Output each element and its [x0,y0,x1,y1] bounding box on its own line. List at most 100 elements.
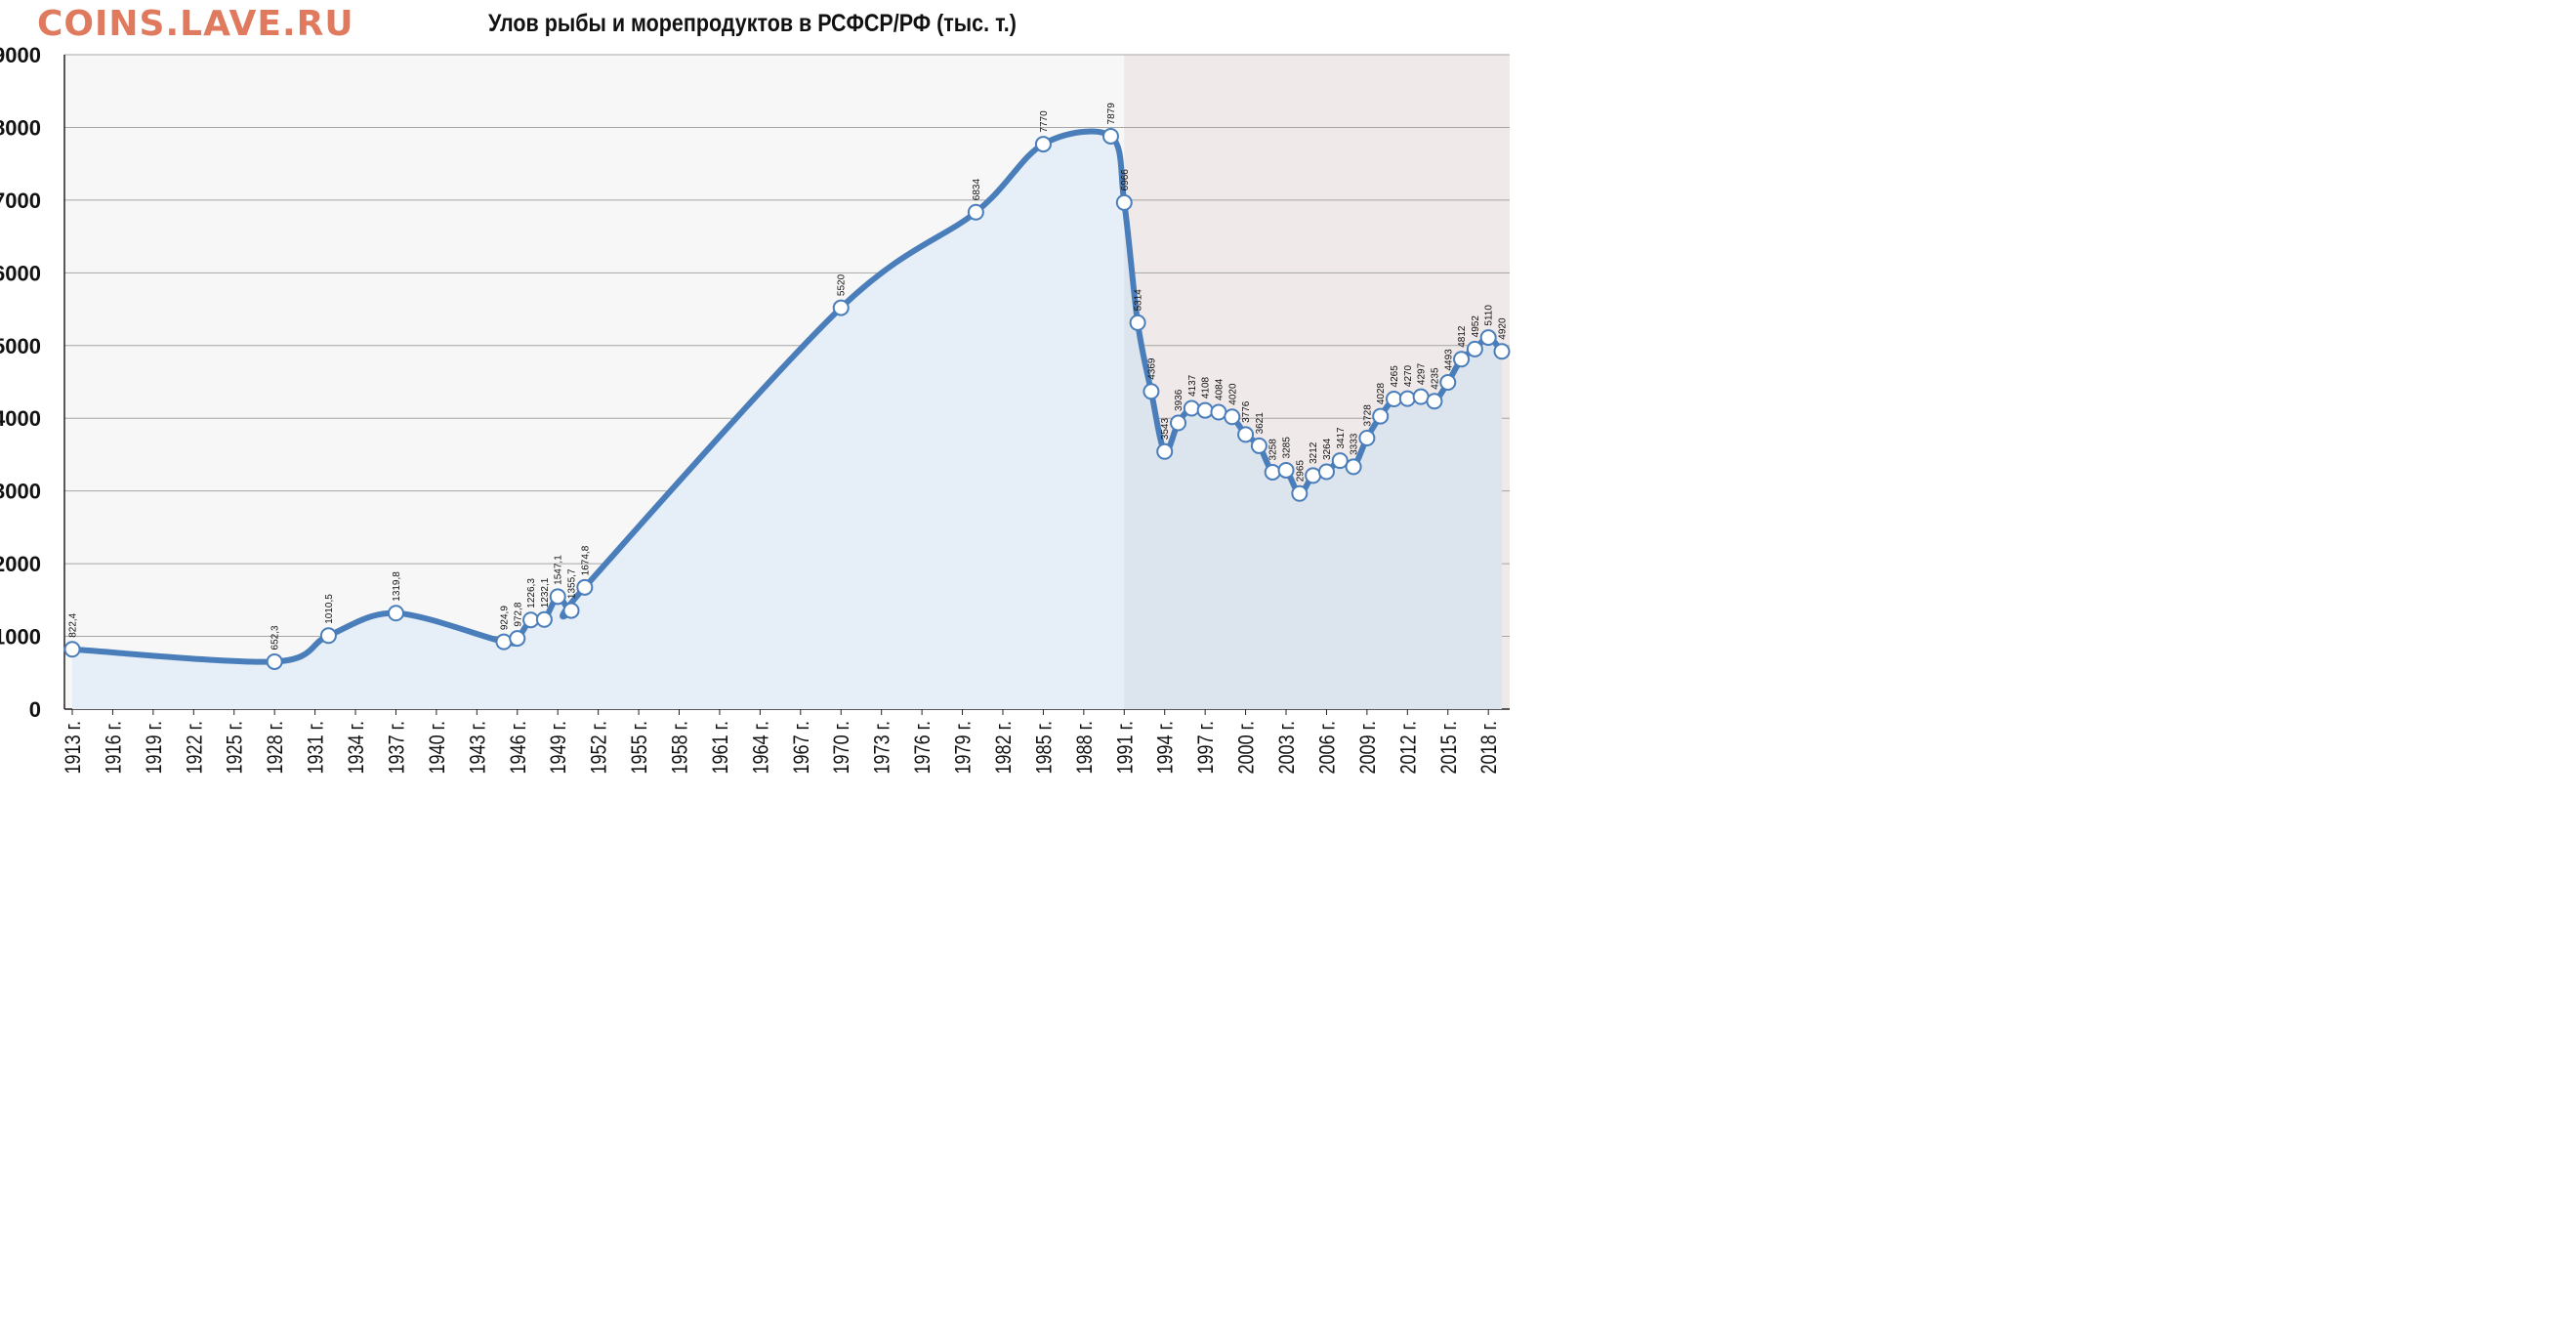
data-label: 6966 [1120,169,1131,191]
data-point [319,627,337,645]
brand-watermark: COINS.LAVE.RU [37,4,354,44]
data-label: 2965 [1295,460,1306,483]
x-tick-label: 1919 г. [143,721,166,775]
data-label: 3728 [1362,404,1373,427]
data-point [1156,442,1174,460]
x-tick-label: 1925 г. [224,721,247,775]
area-fill-shaded [1124,202,1502,709]
y-tick-label: 9000 [0,43,41,67]
data-point [1317,463,1335,481]
data-label: 3776 [1241,400,1252,423]
data-label: 4952 [1471,315,1481,338]
y-tick-label: 5000 [0,334,41,358]
data-point [1196,401,1214,419]
data-label: 6834 [972,179,982,201]
x-tick-label: 1922 г. [184,721,207,775]
x-tick-label: 1991 г. [1114,721,1138,775]
y-tick-label: 3000 [0,480,41,504]
data-point [1101,127,1119,145]
x-tick-label: 1994 г. [1154,721,1178,775]
data-label: 7770 [1039,110,1050,133]
data-point [1264,463,1281,481]
axis-ticks: 0 1000 2000 3000 4000 5000 6000 7000 8000 9000 191… [0,43,1502,775]
x-tick-label: 1949 г. [548,721,571,775]
data-label: 5520 [837,273,848,296]
data-label: 822,4 [68,612,79,637]
x-tick-label: 1931 г. [305,721,328,775]
data-label: 7879 [1106,103,1117,125]
data-label: 1547,1 [554,555,564,585]
x-tick-label: 1964 г. [750,721,773,775]
x-tick-label: 1973 г. [871,721,894,775]
data-label: 4297 [1417,362,1428,385]
data-point [266,652,283,670]
x-tick-label: 2003 г. [1275,721,1299,775]
chart: 0 1000 2000 3000 4000 5000 6000 7000 8000 9000 191… [0,43,1511,775]
x-tick-label: 1928 г. [265,721,288,775]
x-tick-label: 1982 г. [992,721,1016,775]
data-point [562,602,580,619]
data-label: 4493 [1443,349,1454,371]
data-label: 4084 [1214,378,1225,400]
data-point [1143,383,1160,400]
data-point [1398,390,1416,407]
y-tick-label: 7000 [0,189,41,213]
data-point [1291,484,1309,502]
x-tick-label: 2009 г. [1356,721,1380,775]
x-tick-label: 1940 г. [426,721,449,775]
y-tick-label: 8000 [0,115,41,140]
data-label: 4812 [1457,325,1468,348]
x-tick-label: 1934 г. [345,721,368,775]
x-tick-label: 1976 г. [912,721,935,775]
data-point [1305,467,1322,484]
data-label: 4270 [1403,364,1414,387]
data-point [1277,461,1295,479]
data-point [1466,340,1483,357]
data-label: 3212 [1309,441,1319,464]
data-point [535,610,553,628]
data-label: 3285 [1282,437,1293,459]
y-tick-label: 6000 [0,261,41,285]
data-label: 1319,8 [392,571,402,602]
x-tick-label: 1955 г. [628,721,651,775]
x-tick-label: 1913 г. [62,721,85,775]
x-tick-label: 1946 г. [507,721,530,775]
data-point [1331,452,1349,470]
data-point [509,630,526,648]
x-tick-label: 1988 г. [1073,721,1097,775]
data-point [1224,408,1241,426]
data-label: 3258 [1268,439,1279,461]
x-tick-label: 1979 г. [952,721,976,775]
data-label: 1010,5 [324,594,335,624]
data-label: 4265 [1390,365,1400,388]
data-point [1479,329,1497,347]
data-point [549,588,566,606]
data-point [522,611,540,629]
data-point [1439,374,1457,392]
y-tick-label: 2000 [0,552,41,576]
data-label: 4020 [1227,383,1238,405]
data-label: 3936 [1174,389,1184,411]
chart-title: Улов рыбы и морепродуктов в РСФСР/РФ (ты… [488,10,1017,37]
data-point [63,641,81,658]
data-label: 4137 [1187,374,1198,397]
data-point [576,578,594,596]
data-label: 3543 [1160,418,1171,441]
data-markers [63,127,1511,670]
x-tick-label: 1961 г. [709,721,732,775]
data-point [1345,458,1362,476]
data-point [1210,403,1227,421]
x-tick-label: 1943 г. [467,721,490,775]
data-label: 4369 [1146,357,1157,380]
x-tick-label: 1970 г. [831,721,854,775]
data-label: 5314 [1134,289,1144,312]
x-tick-label: 2000 г. [1235,721,1259,775]
data-label: 3417 [1336,427,1347,449]
data-label: 972,8 [513,602,523,626]
x-tick-label: 1985 г. [1033,721,1057,775]
data-point [1386,390,1403,407]
x-tick-label: 2006 г. [1316,721,1340,775]
data-label: 4920 [1498,317,1509,340]
x-tick-label: 1997 г. [1195,721,1219,775]
data-point [1453,351,1471,368]
